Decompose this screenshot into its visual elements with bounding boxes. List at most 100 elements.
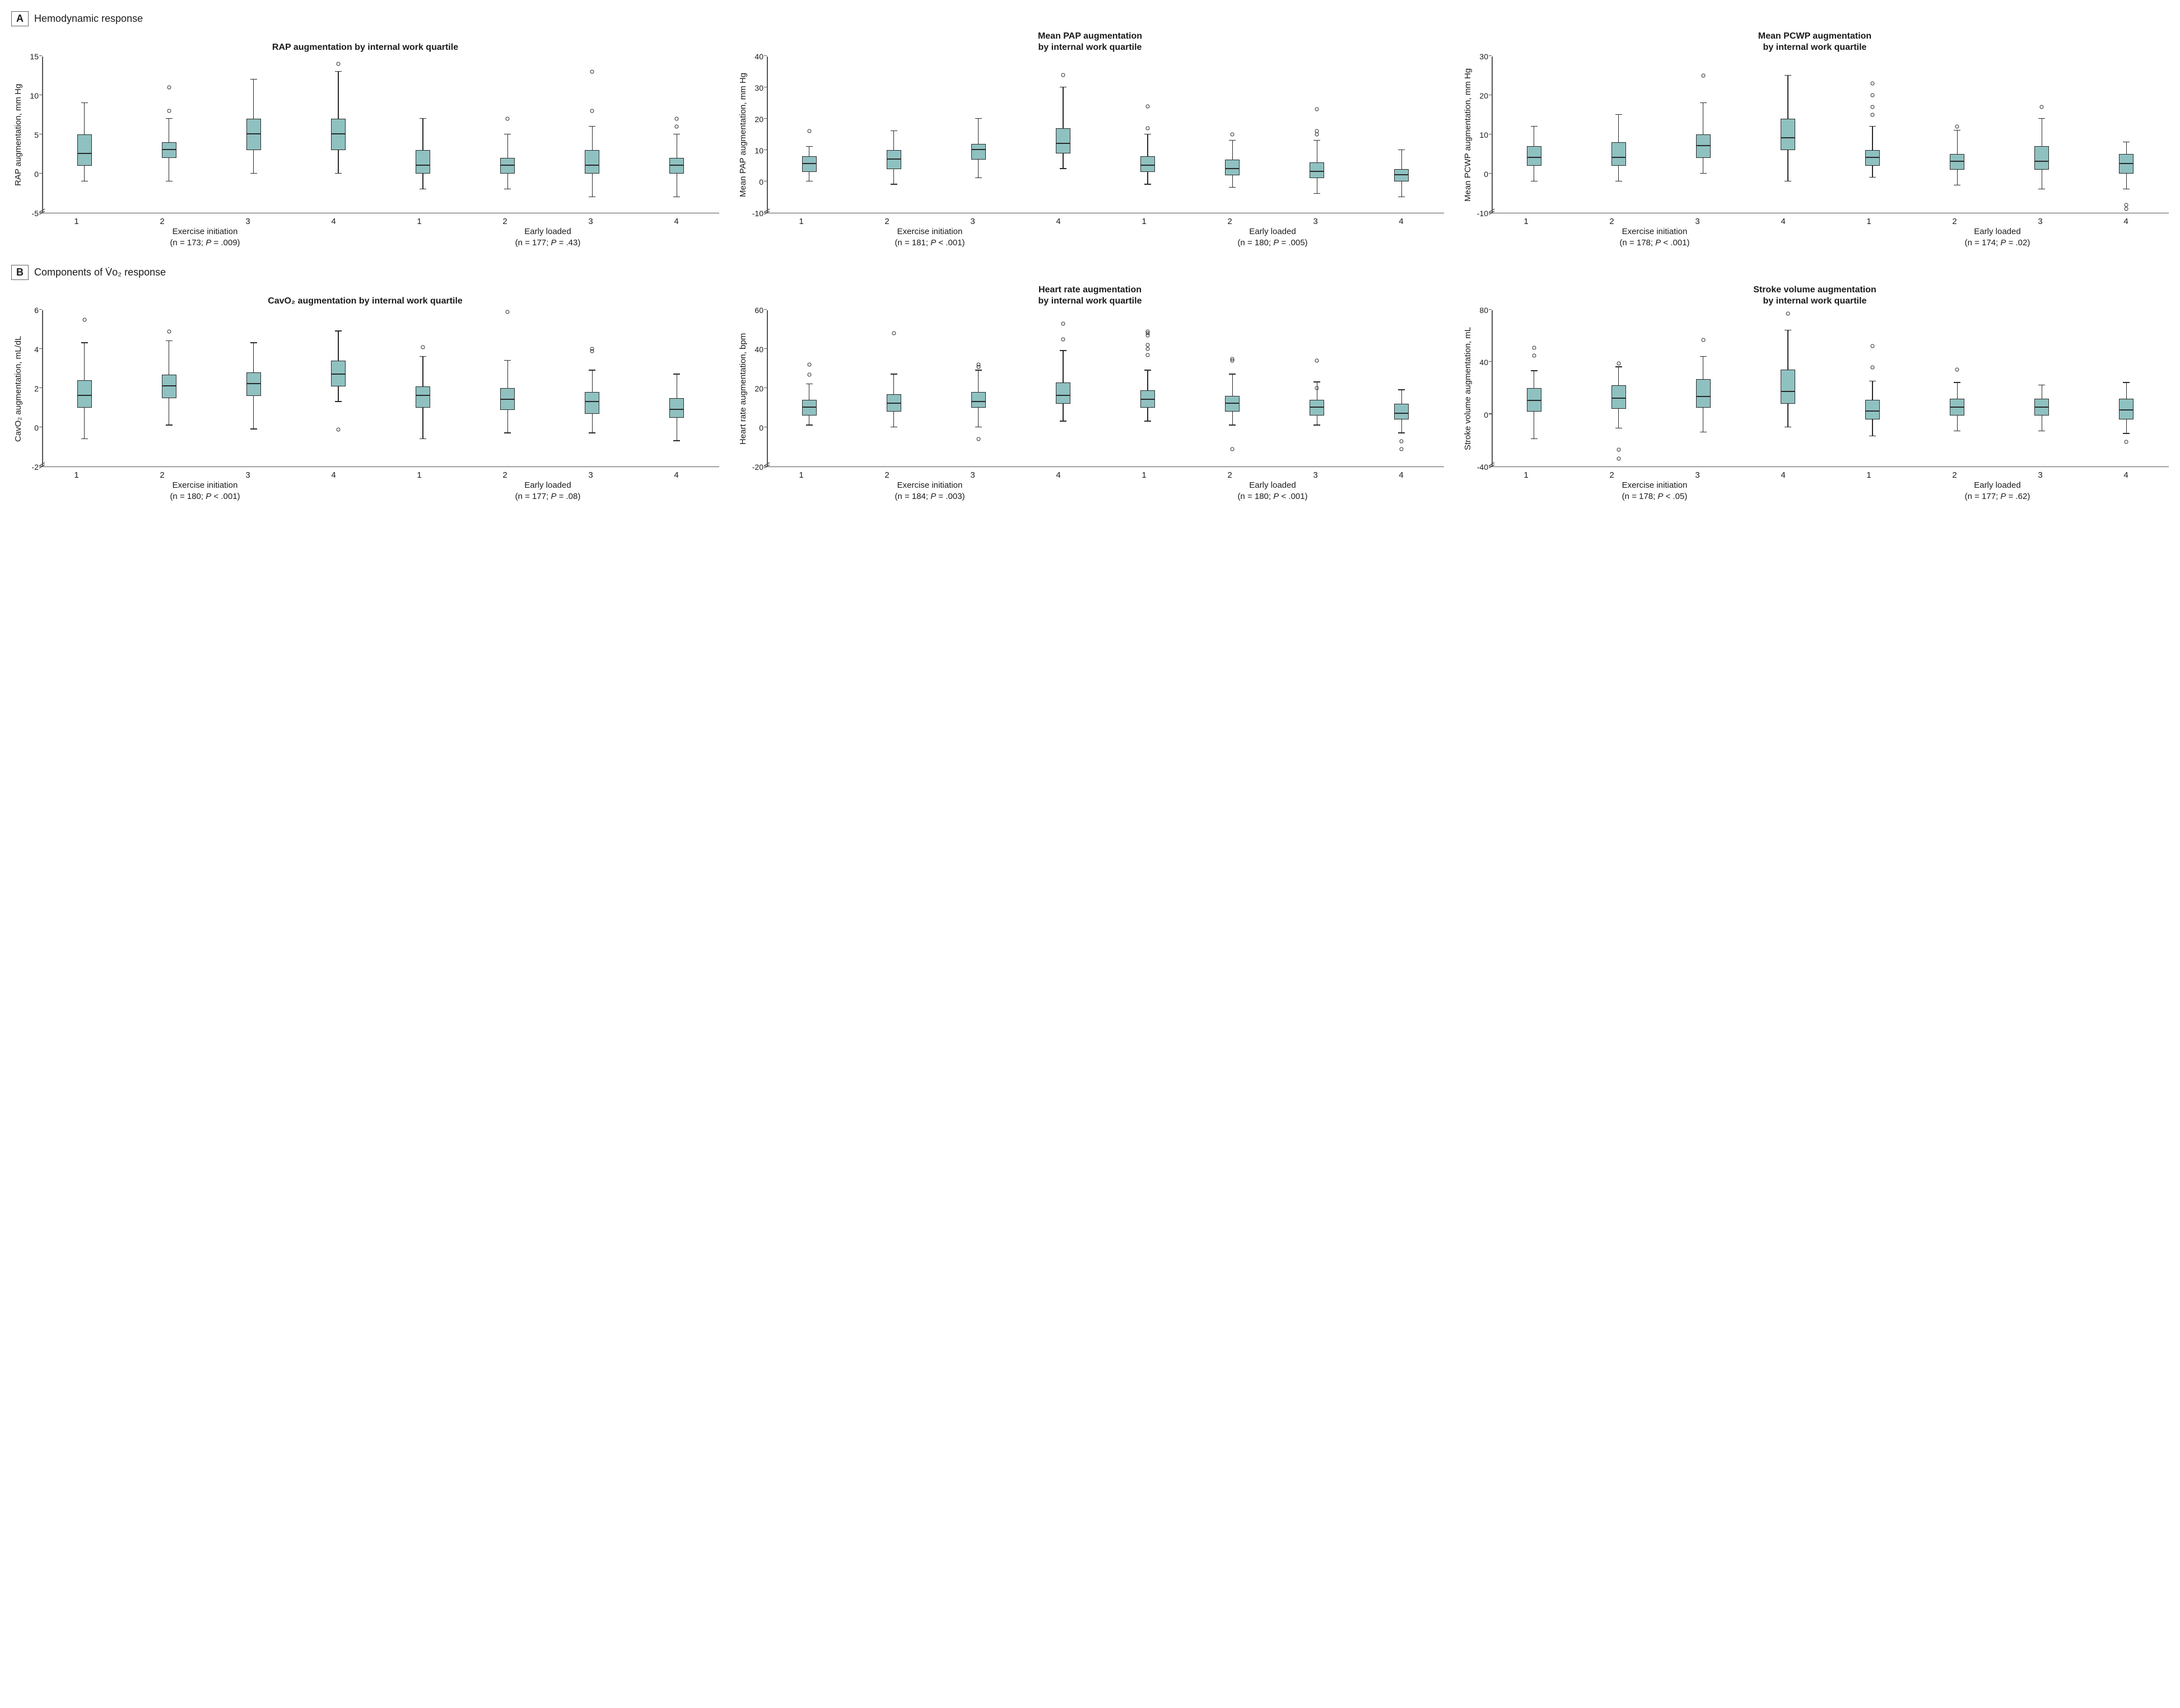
box — [162, 375, 176, 398]
outlier — [1955, 368, 1959, 372]
outlier — [976, 363, 980, 367]
outlier — [1955, 125, 1959, 129]
panel-title: Stroke volume augmentationby internal wo… — [1461, 284, 2169, 307]
plot-area — [1492, 310, 2169, 467]
y-axis-label: CavO₂ augmentation, mL/dL — [11, 310, 23, 467]
plot-area — [767, 310, 1444, 467]
panel-title: Mean PAP augmentationby internal work qu… — [736, 31, 1444, 53]
outlier — [590, 70, 594, 74]
outlier — [807, 363, 811, 367]
x-group-labels: Exercise initiation(n = 180; P < .001)Ea… — [34, 480, 719, 502]
y-axis-label: Mean PAP augmentation, mm Hg — [736, 57, 748, 213]
x-ticks: 12341234 — [758, 213, 1444, 226]
outlier — [675, 117, 679, 121]
outlier — [421, 345, 425, 349]
box — [246, 119, 261, 150]
y-ticks: 6040200-20 — [748, 310, 767, 467]
y-ticks: 151050-5 — [23, 57, 42, 213]
y-ticks: 403020100-10 — [748, 57, 767, 213]
outlier — [892, 332, 896, 335]
panel-title: CavO₂ augmentation by internal work quar… — [11, 284, 719, 307]
outlier — [1871, 344, 1875, 348]
box — [585, 392, 599, 414]
box — [416, 150, 430, 174]
panel-title: RAP augmentation by internal work quarti… — [11, 31, 719, 53]
chart-panel-pcwp: Mean PCWP augmentationby internal work q… — [1461, 31, 2169, 248]
chart-panel-rap: RAP augmentation by internal work quarti… — [11, 31, 719, 248]
plot-area — [42, 57, 719, 213]
outlier — [2125, 440, 2128, 444]
chart-panel-pap: Mean PAP augmentationby internal work qu… — [736, 31, 1444, 248]
box — [1865, 400, 1880, 419]
y-ticks: 80400-40 — [1473, 310, 1492, 467]
outlier — [167, 329, 171, 333]
plot-area — [42, 310, 719, 467]
box — [77, 134, 92, 166]
x-group-labels: Exercise initiation(n = 181; P < .001)Ea… — [758, 226, 1444, 248]
outlier — [1315, 129, 1319, 133]
x-ticks: 12341234 — [1483, 213, 2169, 226]
outlier — [590, 347, 594, 351]
y-axis-label: RAP augmentation, mm Hg — [11, 57, 23, 213]
outlier — [1231, 447, 1235, 451]
box — [971, 392, 986, 408]
outlier — [1701, 338, 1705, 342]
y-ticks: 6420-2 — [23, 310, 42, 467]
outlier — [82, 318, 86, 321]
plot-area — [767, 57, 1444, 213]
box — [887, 150, 901, 169]
panel-title: Mean PCWP augmentationby internal work q… — [1461, 31, 2169, 53]
outlier — [1146, 126, 1150, 130]
section-header-b: BComponents of V̇o₂ response — [11, 265, 2169, 280]
y-ticks: 3020100-10 — [1473, 57, 1492, 213]
y-axis-label: Stroke volume augmentation, mL — [1461, 310, 1473, 467]
outlier — [807, 129, 811, 133]
box — [2119, 154, 2134, 174]
x-group-labels: Exercise initiation(n = 184; P = .003)Ea… — [758, 480, 1444, 502]
outlier — [1146, 104, 1150, 108]
section-letter: A — [11, 11, 29, 26]
outlier — [1146, 329, 1150, 333]
box — [1394, 404, 1409, 419]
box — [1225, 396, 1240, 412]
box — [1865, 150, 1880, 166]
outlier — [506, 117, 510, 121]
outlier — [1871, 82, 1875, 86]
box — [1056, 382, 1070, 404]
box — [331, 119, 346, 150]
box — [1781, 119, 1795, 150]
box — [669, 158, 684, 174]
x-ticks: 12341234 — [1483, 467, 2169, 480]
box — [802, 400, 817, 416]
outlier — [1231, 133, 1235, 137]
section-letter: B — [11, 265, 29, 280]
y-axis-label: Heart rate augmentation, bpm — [736, 310, 748, 467]
panel-title: Heart rate augmentationby internal work … — [736, 284, 1444, 307]
y-axis-label: Mean PCWP augmentation, mm Hg — [1461, 57, 1473, 213]
outlier — [1061, 73, 1065, 77]
chart-panel-hr: Heart rate augmentationby internal work … — [736, 284, 1444, 502]
outlier — [167, 86, 171, 90]
section-title: Hemodynamic response — [34, 13, 143, 25]
box — [669, 398, 684, 418]
outlier — [1315, 386, 1319, 390]
outlier — [1617, 457, 1620, 461]
outlier — [1701, 74, 1705, 78]
outlier — [1146, 347, 1150, 351]
box — [500, 158, 515, 174]
outlier — [2125, 207, 2128, 211]
outlier — [1532, 353, 1536, 357]
outlier — [976, 437, 980, 441]
box — [1950, 154, 1964, 170]
outlier — [336, 427, 340, 431]
x-ticks: 12341234 — [758, 467, 1444, 480]
outlier — [590, 109, 594, 113]
chart-panel-cavo2: CavO₂ augmentation by internal work quar… — [11, 284, 719, 502]
x-group-labels: Exercise initiation(n = 178; P < .001)Ea… — [1483, 226, 2169, 248]
outlier — [1617, 361, 1620, 365]
outlier — [1871, 365, 1875, 369]
plot-area — [1492, 57, 2169, 213]
section-header-a: A Hemodynamic response — [11, 11, 2169, 26]
chart-panel-sv: Stroke volume augmentationby internal wo… — [1461, 284, 2169, 502]
box — [1696, 134, 1711, 158]
